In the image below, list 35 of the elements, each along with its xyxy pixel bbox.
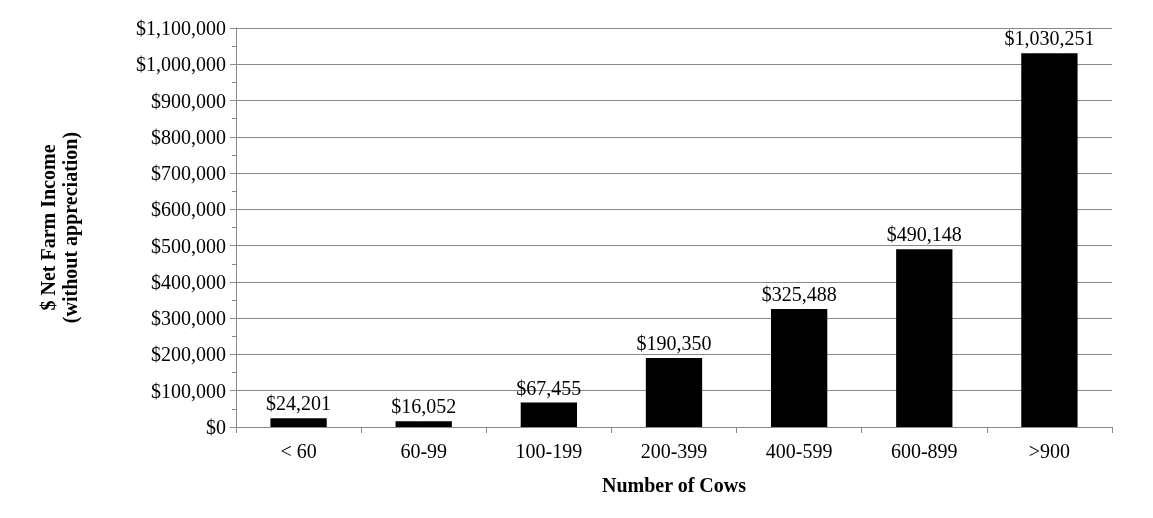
x-axis-title: Number of Cows	[601, 474, 747, 496]
bar	[896, 249, 953, 427]
x-tick-label: 100-199	[515, 440, 583, 462]
y-tick-label: $400,000	[151, 270, 226, 293]
bar	[645, 357, 703, 427]
x-tick-label: 600-899	[890, 440, 958, 462]
y-tick-label: $100,000	[151, 379, 226, 402]
x-tick-label: 60-99	[400, 440, 448, 462]
y-tick-label: $300,000	[151, 307, 226, 330]
y-tick-label: $600,000	[151, 198, 226, 221]
data-label: $67,455	[516, 376, 582, 399]
data-label: $190,350	[636, 331, 712, 354]
bar	[770, 308, 828, 427]
bar	[1021, 53, 1078, 427]
x-tick-label: < 60	[280, 440, 317, 462]
y-tick-label: $500,000	[151, 234, 226, 257]
x-tick-label: 400-599	[765, 440, 833, 462]
y-tick-label: $0	[206, 416, 226, 438]
y-tick-label: $1,100,000	[136, 17, 226, 39]
y-tick-label: $200,000	[151, 343, 226, 366]
x-tick-label: 200-399	[640, 440, 708, 462]
data-label: $16,052	[391, 395, 457, 418]
bar	[395, 421, 452, 427]
y-axis-title: $ Net Farm Income (without appreciation)	[37, 131, 82, 324]
data-label: $325,488	[761, 282, 837, 305]
bar	[270, 418, 327, 427]
y-tick-label: $900,000	[151, 89, 226, 112]
bar	[520, 402, 578, 427]
data-label: $24,201	[266, 392, 332, 415]
data-label: $490,148	[886, 223, 962, 246]
data-label: $1,030,251	[1004, 27, 1095, 50]
y-tick-label: $700,000	[151, 162, 226, 185]
y-tick-label: $800,000	[151, 125, 226, 148]
y-tick-label: $1,000,000	[136, 53, 226, 76]
x-tick-label: >900	[1028, 440, 1071, 462]
